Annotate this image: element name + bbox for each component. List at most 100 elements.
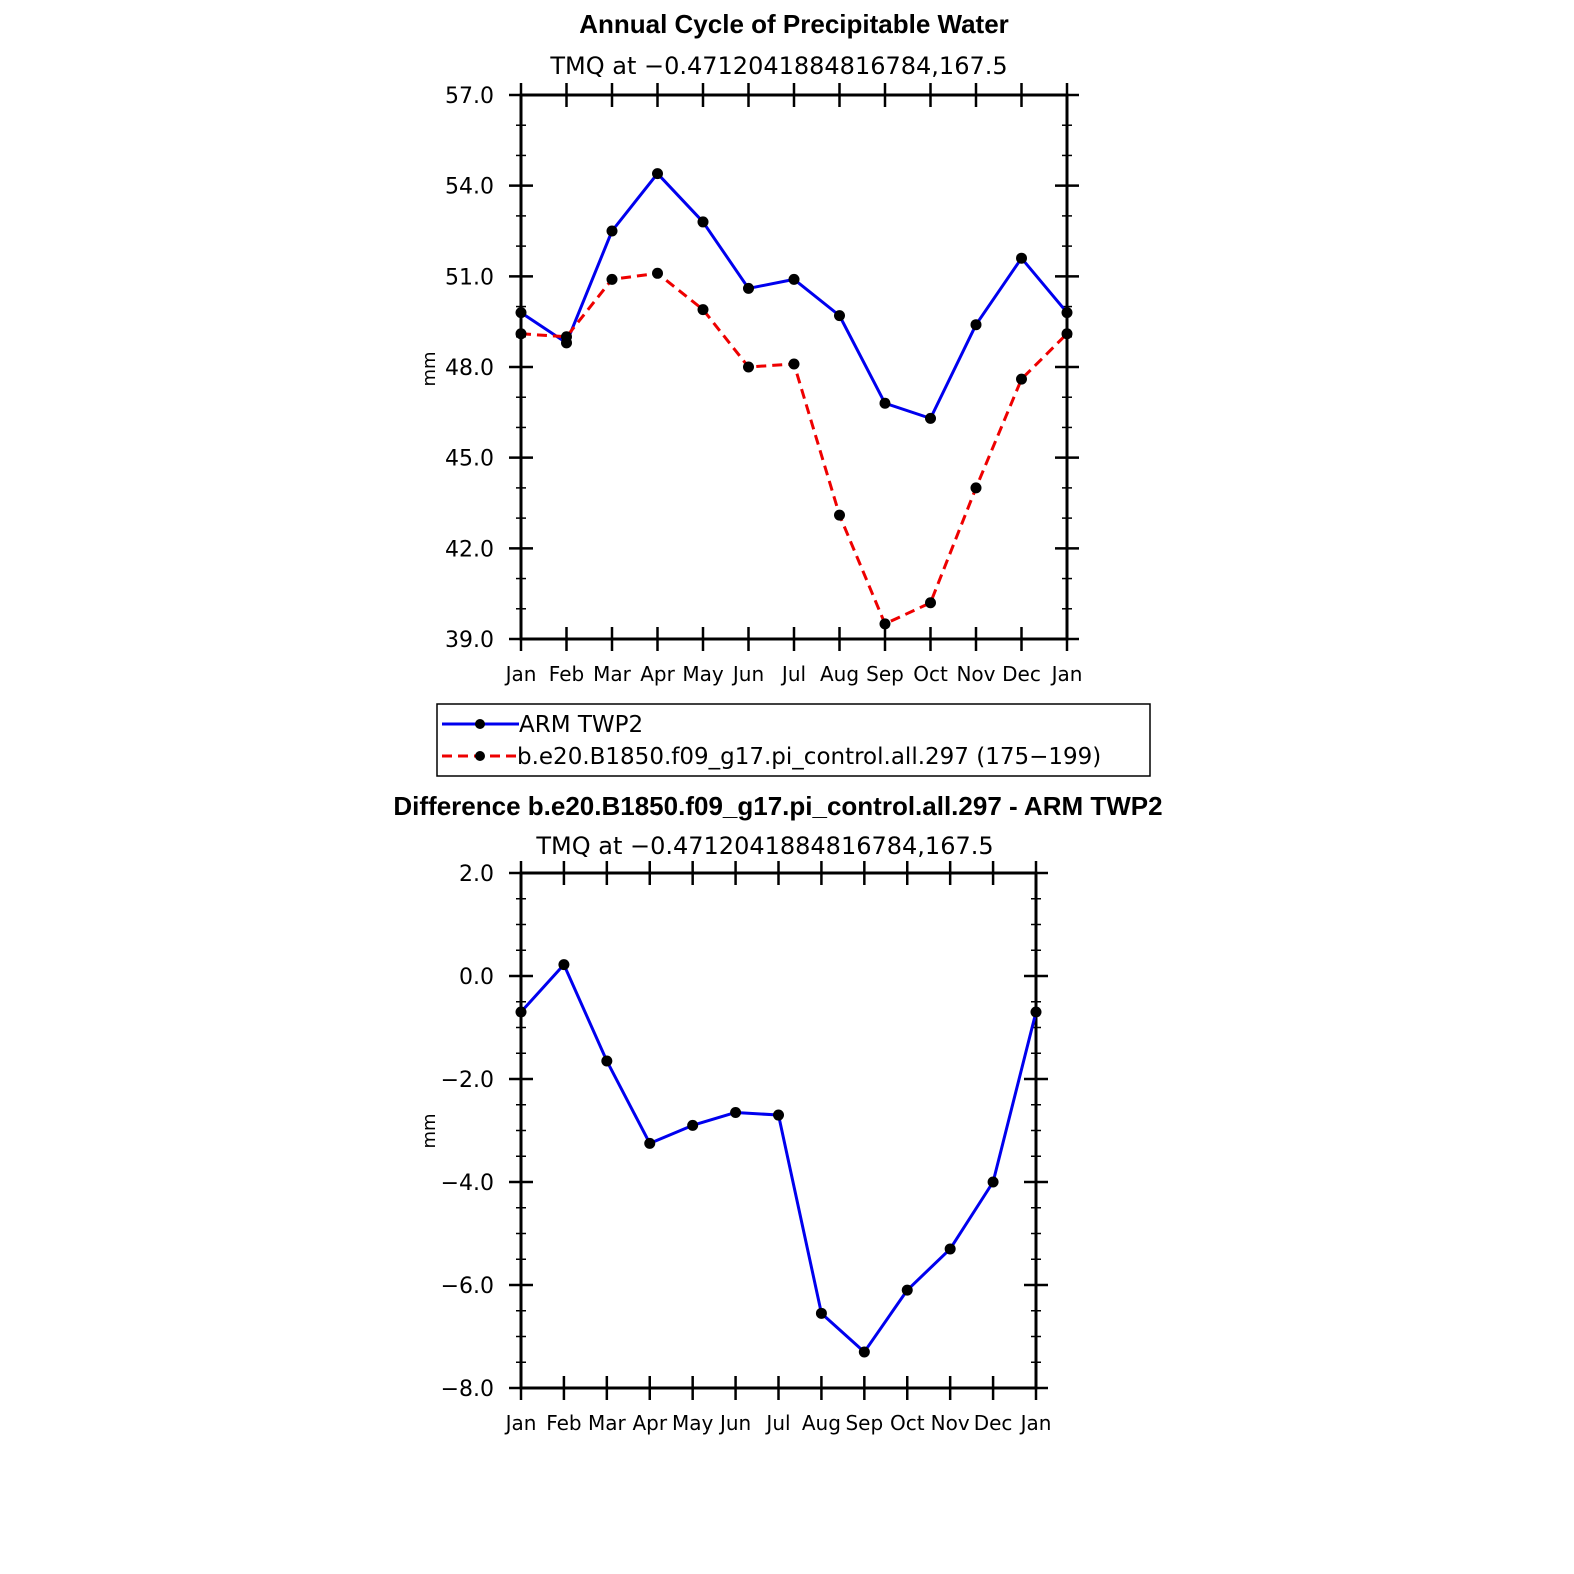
- x-tick-label: Apr: [632, 1411, 667, 1435]
- legend-label-model: b.e20.B1850.f09_g17.pi_control.all.297 (…: [517, 744, 1101, 770]
- x-tick-label: Mar: [588, 1411, 627, 1435]
- series-line-0: [519, 963, 1038, 1354]
- x-tick-label: Aug: [802, 1411, 841, 1435]
- legend-marker-model: [475, 751, 485, 761]
- data-point: [1016, 252, 1027, 264]
- series-line-0: [520, 172, 1069, 420]
- y-tick-label: −6.0: [441, 1274, 494, 1299]
- legend: ARM TWP2 b.e20.B1850.f09_g17.pi_control.…: [436, 703, 1151, 777]
- y-axis-label: mm: [419, 1113, 440, 1148]
- y-tick-label: 42.0: [445, 537, 494, 562]
- data-point: [1016, 373, 1027, 385]
- data-point: [730, 1106, 742, 1118]
- difference-chart: Difference b.e20.B1850.f09_g17.pi_contro…: [393, 791, 1162, 1435]
- x-tick-label: Jul: [764, 1411, 790, 1435]
- data-point: [788, 273, 800, 285]
- x-tick-label: Jun: [718, 1411, 751, 1435]
- plot-frame: [519, 93, 1069, 641]
- y-tick-label: −8.0: [441, 1377, 494, 1402]
- data-point: [834, 310, 845, 322]
- x-tick-label: Apr: [640, 662, 675, 686]
- x-tick-labels: Jan Feb Mar Apr May Jun Jul Aug Sep Oct Nov Dec Jan: [504, 1411, 1052, 1435]
- plot-frame: [519, 871, 1038, 1390]
- x-tick-label: May: [672, 1411, 714, 1435]
- data-point: [687, 1119, 699, 1131]
- data-point: [515, 328, 527, 340]
- y-axis-label: mm: [419, 351, 440, 386]
- data-point: [606, 273, 618, 285]
- data-point: [644, 1137, 656, 1149]
- data-point: [970, 319, 982, 331]
- x-tick-label: Jan: [1019, 1411, 1052, 1435]
- y-tick-label: 48.0: [445, 356, 494, 381]
- data-point: [515, 1006, 527, 1018]
- data-point: [815, 1307, 827, 1319]
- data-point: [1061, 328, 1073, 340]
- data-point: [606, 225, 618, 237]
- x-tick-label: Oct: [913, 662, 948, 686]
- series-layer: [515, 168, 1073, 630]
- data-point: [601, 1055, 613, 1067]
- series-layer: [515, 959, 1042, 1358]
- x-tick-label: Aug: [820, 662, 859, 686]
- x-tick-labels: Jan Feb Mar Apr May Jun Jul Aug Sep Oct Nov Dec Jan: [504, 662, 1083, 686]
- x-tick-label: Feb: [549, 662, 584, 686]
- annual-cycle-chart: Annual Cycle of Precipitable Water TMQ a…: [419, 9, 1082, 686]
- data-point: [652, 267, 663, 279]
- data-point: [925, 597, 936, 609]
- data-point: [697, 216, 709, 228]
- y-tick-label: −2.0: [441, 1068, 494, 1093]
- x-tick-label: Dec: [974, 1411, 1013, 1435]
- data-point: [652, 168, 663, 180]
- data-point: [944, 1243, 956, 1255]
- x-tick-label: Jul: [780, 662, 806, 686]
- axis-ticks: [509, 861, 1048, 1400]
- x-tick-label: May: [682, 662, 724, 686]
- legend-box: [436, 703, 1151, 777]
- x-tick-label: Jan: [504, 1411, 537, 1435]
- y-tick-labels: −8.0 −6.0 −4.0 −2.0 0.0 2.0: [441, 862, 494, 1402]
- chart-title: Annual Cycle of Precipitable Water: [579, 9, 1009, 39]
- data-point: [834, 509, 845, 521]
- data-point: [901, 1284, 913, 1296]
- data-point: [743, 282, 754, 294]
- y-tick-label: 2.0: [459, 862, 494, 887]
- data-point: [987, 1176, 999, 1188]
- data-point: [788, 358, 800, 370]
- chart-subtitle: TMQ at −0.4712041884816784,167.5: [535, 832, 993, 860]
- chart-subtitle: TMQ at −0.4712041884816784,167.5: [549, 52, 1007, 80]
- x-tick-label: Jun: [731, 662, 764, 686]
- y-tick-label: 57.0: [445, 84, 494, 109]
- data-point: [858, 1346, 870, 1358]
- series-line-1: [520, 271, 1069, 626]
- x-tick-label: Mar: [593, 662, 632, 686]
- data-point: [970, 482, 982, 494]
- data-point: [1061, 307, 1073, 319]
- x-tick-label: Oct: [890, 1411, 925, 1435]
- x-tick-label: Jan: [504, 662, 537, 686]
- legend-label-arm: ARM TWP2: [519, 712, 643, 738]
- data-point: [773, 1109, 784, 1121]
- y-tick-label: 0.0: [459, 965, 494, 990]
- data-point: [1030, 1006, 1042, 1018]
- x-tick-label: Feb: [546, 1411, 581, 1435]
- y-tick-label: 39.0: [445, 628, 494, 653]
- data-point: [515, 307, 527, 319]
- x-tick-label: Nov: [956, 662, 995, 686]
- data-point: [743, 361, 754, 373]
- data-point: [879, 397, 891, 409]
- x-tick-label: Jan: [1050, 662, 1083, 686]
- y-tick-label: −4.0: [441, 1171, 494, 1196]
- x-tick-label: Dec: [1002, 662, 1041, 686]
- y-tick-labels: 39.0 42.0 45.0 48.0 51.0 54.0 57.0: [445, 84, 494, 653]
- data-point: [558, 959, 570, 971]
- x-tick-label: Sep: [866, 662, 904, 686]
- y-tick-label: 51.0: [445, 265, 494, 290]
- data-point: [561, 331, 572, 343]
- chart-title: Difference b.e20.B1850.f09_g17.pi_contro…: [393, 791, 1162, 821]
- data-point: [925, 412, 936, 424]
- data-point: [879, 618, 891, 630]
- x-tick-label: Sep: [845, 1411, 883, 1435]
- legend-marker-arm: [475, 719, 485, 729]
